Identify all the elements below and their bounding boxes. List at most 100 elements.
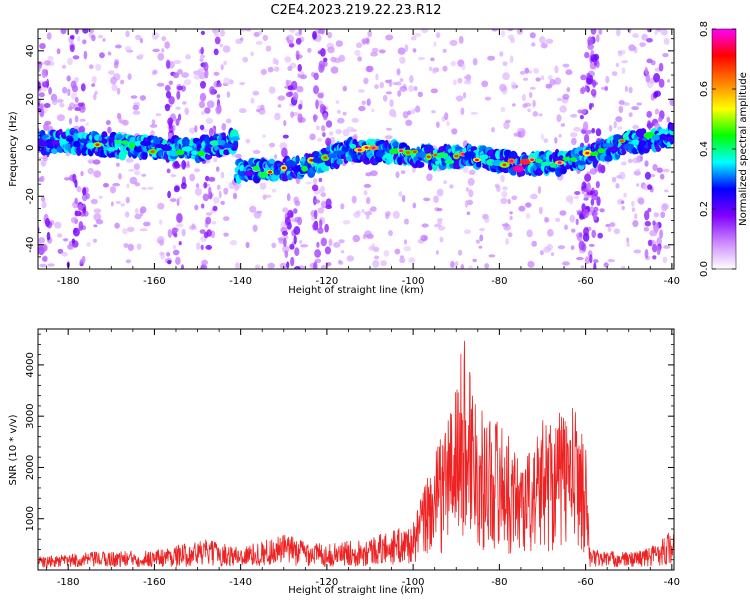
spectrogram-cell: [128, 168, 135, 172]
spectrogram-cell: [539, 250, 544, 256]
spectrogram-cell: [283, 120, 287, 127]
spectrogram-cell: [80, 83, 86, 92]
spectrogram-cell: [663, 245, 671, 249]
spectrogram-cell: [653, 92, 658, 99]
spectrogram-cell: [444, 159, 455, 164]
spectrogram-cell: [80, 170, 84, 177]
spectrogram-cell: [524, 67, 530, 74]
spectrogram-cell: [607, 226, 612, 232]
spectrogram-cell: [282, 134, 289, 139]
spectrogram-cell: [392, 112, 397, 119]
spectrogram-cell: [317, 50, 323, 55]
spectrogram-cell: [195, 183, 200, 189]
spectrogram-cell: [464, 79, 472, 85]
spectrogram-cell: [430, 57, 435, 62]
spectrogram-cell: [93, 238, 97, 243]
spectrogram-cell: [136, 243, 142, 250]
spectrogram-cell: [134, 182, 141, 187]
spectrogram-cell: [465, 187, 470, 192]
spectrogram-cell: [589, 151, 599, 156]
spectrogram-cell: [566, 86, 571, 93]
spectrogram-cell: [305, 181, 312, 185]
y-tick-label: 1000: [25, 506, 36, 531]
spectrogram-cell: [295, 50, 300, 60]
spectrogram-cell: [581, 129, 587, 135]
spectrogram-cell: [252, 90, 260, 96]
spectrogram-cell: [284, 250, 289, 258]
spectrogram-cell: [38, 98, 41, 104]
spectrogram-cell: [181, 146, 193, 152]
spectrogram-cell: [621, 147, 626, 156]
spectrogram-cell: [321, 125, 326, 132]
spectrogram-cell: [388, 230, 393, 237]
spectrogram-cell: [516, 29, 523, 35]
spectrogram-cell: [74, 115, 79, 123]
spectrogram-cell: [633, 249, 642, 254]
spectrogram-cell: [168, 96, 175, 105]
spectrogram-cell: [208, 127, 214, 137]
spectrogram-cell: [653, 212, 659, 218]
spectrogram-cell: [337, 117, 345, 124]
spectrogram-cell: [583, 227, 589, 237]
spectrogram-cell: [335, 129, 342, 135]
x-tick-label: -140: [229, 276, 252, 287]
spectrogram-cell: [379, 81, 384, 89]
spectrogram-cell: [591, 229, 596, 239]
spectrogram-cell: [139, 53, 144, 58]
spectrogram-cell: [267, 66, 274, 73]
spectrogram-cell: [156, 82, 165, 87]
spectrogram-cell: [213, 157, 218, 163]
spectrogram-cell: [74, 77, 80, 83]
spectrogram-cell: [450, 60, 457, 67]
spectrogram-cell: [95, 63, 102, 71]
spectrogram-cell: [272, 188, 276, 193]
spectrogram-cell: [214, 30, 220, 37]
spectrogram-cell: [249, 205, 257, 213]
spectrogram-cell: [460, 107, 465, 116]
spectrogram-cell: [203, 61, 209, 72]
spectrogram-cell: [199, 124, 205, 131]
spectrogram-cell: [200, 46, 204, 55]
spectrogram-cell: [584, 173, 592, 182]
spectrogram-cell: [320, 185, 325, 193]
spectrogram-cell: [172, 244, 176, 250]
spectrogram-cell: [312, 31, 317, 40]
spectrogram-cell: [51, 140, 61, 145]
spectrogram-cell: [628, 44, 636, 52]
spectrogram-cell: [267, 266, 271, 269]
spectrogram-cell: [121, 228, 128, 235]
spectrogram-cell: [632, 220, 639, 228]
spectrogram-cell: [593, 60, 598, 66]
spectrogram-cell: [403, 239, 408, 245]
spectrogram-cell: [571, 228, 576, 233]
spectrogram-cell: [475, 239, 480, 244]
spectrogram-cell: [364, 146, 369, 149]
spectrogram-cell: [107, 51, 112, 56]
spectrogram-cell: [361, 209, 365, 214]
spectrogram-cell: [624, 85, 628, 92]
spectrogram-cell: [375, 73, 379, 81]
spectrogram-cell: [199, 229, 206, 234]
spectrogram-cell: [611, 71, 618, 76]
spectrogram-cell: [320, 264, 327, 269]
spectrogram-cell: [324, 246, 331, 255]
snr-panel: -180 -160 -140 -120 -100 -80 -60 -40 1000 2000 30…: [8, 328, 680, 596]
spectrogram-cell: [286, 261, 290, 269]
spectrogram-cell: [89, 64, 94, 69]
spectrogram-cell: [318, 63, 325, 73]
spectrogram-cell: [644, 249, 649, 259]
spectrogram-cell: [253, 211, 262, 219]
spectrogram-cell: [214, 36, 221, 45]
spectrogram-cell: [529, 86, 536, 90]
spectrogram-cell: [653, 73, 661, 83]
spectrogram-cell: [479, 154, 489, 160]
spectrogram-cell: [199, 58, 204, 62]
spectrogram-cell: [513, 132, 518, 137]
spectrogram-cell: [198, 71, 207, 80]
spectrogram-cell: [92, 159, 101, 165]
spectrogram-cell: [166, 168, 171, 174]
spectrogram-cell: [86, 142, 95, 149]
spectrogram-cell: [78, 125, 86, 134]
x-tick-label: -40: [664, 276, 680, 287]
spectrogram-cell: [474, 158, 479, 162]
